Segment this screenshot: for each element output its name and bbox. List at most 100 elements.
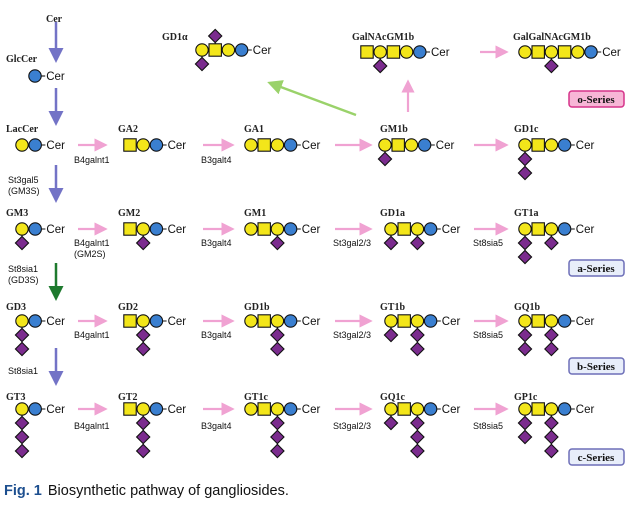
sialic-acid-diamond [544,235,559,251]
sialic-acid-diamond [270,327,285,343]
galactose-circle [410,402,425,416]
enzyme-label: B4galnt1 [74,330,110,340]
galnac-square [391,138,405,152]
sialic-acid-diamond [14,327,30,343]
compound-label-gm3: GM3 [6,208,28,219]
galactose-circle [404,138,419,152]
compound-label-gd1a: GD1a [380,208,405,219]
glycan-gm1b: Cer [377,138,455,167]
compound-label-gt1c: GT1c [244,392,268,403]
galnac-square [257,314,271,328]
glucose-circle [413,45,427,59]
glucose-circle [584,45,598,59]
galactose-circle [136,138,150,152]
ceramide-label: Cer [168,140,187,152]
galactose-circle [544,138,559,152]
figure-caption: Fig. 1 Biosynthetic pathway of gangliosid… [4,483,289,499]
sialic-acid-diamond [544,443,559,459]
glucose-circle [149,402,164,416]
galnac-square [531,45,545,59]
enzyme-label: B3galt4 [201,421,232,431]
galactose-circle [136,402,150,416]
sialic-acid-diamond [135,415,151,431]
galactose-circle [384,222,398,236]
compound-label-gq1c: GQ1c [380,392,406,403]
compound-label-gt1a: GT1a [514,208,538,219]
galnac-square [360,45,374,59]
galnac-square [531,138,545,152]
enzyme-label: St8sia5 [473,238,503,248]
sialic-acid-diamond [383,235,399,251]
figure-caption-label: Fig. 1 [4,483,42,499]
ceramide-label: Cer [576,404,595,416]
glucose-circle [423,402,438,416]
glucose-circle [423,222,438,236]
ceramide-label: Cer [168,404,187,416]
c-series-label: c-Series [578,452,615,464]
compound-label-gd1c: GD1c [514,124,539,135]
sialic-acid-diamond [135,443,151,459]
a-series-badge [568,259,625,277]
galnac-square [531,222,545,236]
enzyme-label: (GD3S) [8,275,39,285]
ceramide-label: Cer [302,224,321,236]
ceramide-label: Cer [46,71,65,83]
sialic-acid-diamond [517,429,533,445]
compound-label-ga2: GA2 [118,124,138,135]
compound-label-ga1: GA1 [244,124,264,135]
compound-label-gd1alpha: GD1α [162,32,188,43]
enzyme-label: B4galnt1 [74,155,110,165]
glucose-circle [283,402,298,416]
sialic-acid-diamond [410,341,425,357]
galactose-circle [244,314,258,328]
compound-label-laccer: LacCer [6,124,39,135]
glucose-circle [557,314,572,328]
galnac-square [397,314,411,328]
glycan-gt1a: Cer [517,222,595,265]
compound-label-gq1b: GQ1b [514,302,541,313]
glucose-circle [283,138,298,152]
glycan-ga2: Cer [123,138,187,152]
glycan-gd1a: Cer [383,222,461,251]
sialic-acid-diamond [372,58,388,74]
arrow-gm1b-gd1alpha [267,80,357,117]
enzyme-label: St8sia5 [473,330,503,340]
sialic-acid-diamond [14,235,30,251]
galnac-square [386,45,401,59]
glycan-gt3: Cer [14,402,65,459]
glycan-gq1b: Cer [517,314,595,357]
ceramide-label: Cer [576,140,595,152]
galnac-square [557,45,572,59]
enzyme-label: (GM3S) [8,186,40,196]
ceramide-label: Cer [168,224,187,236]
sialic-acid-diamond [207,28,223,44]
enzyme-label: St3gal2/3 [333,330,371,340]
galnac-square [531,402,545,416]
galnac-square [397,222,411,236]
enzyme-label: St3gal2/3 [333,238,371,248]
o-series-badge [568,90,625,108]
compound-label-glccer: GlcCer [6,54,38,65]
glucose-circle [28,314,42,328]
glycan-glccer: Cer [28,69,65,83]
sialic-acid-diamond [544,58,559,74]
ceramide-label: Cer [46,404,65,416]
glycan-gm3: Cer [14,222,65,251]
ceramide-label: Cer [46,316,65,328]
ceramide-label: Cer [253,45,272,57]
ceramide-label: Cer [46,140,65,152]
enzyme-label: B4galnt1 [74,238,110,248]
galnac-square [123,402,137,416]
sialic-acid-diamond [270,415,285,431]
enzyme-label: B4galnt1 [74,421,110,431]
sialic-acid-diamond [135,327,151,343]
sialic-acid-diamond [517,165,533,181]
glycan-laccer: Cer [15,138,65,152]
galactose-circle [15,402,29,416]
sialic-acid-diamond [517,249,533,265]
ceramide-label: Cer [576,224,595,236]
ceramide-label: Cer [442,316,461,328]
glycan-gd1b: Cer [244,314,321,357]
glycan-gd1c: Cer [517,138,595,181]
sialic-acid-diamond [383,415,399,431]
